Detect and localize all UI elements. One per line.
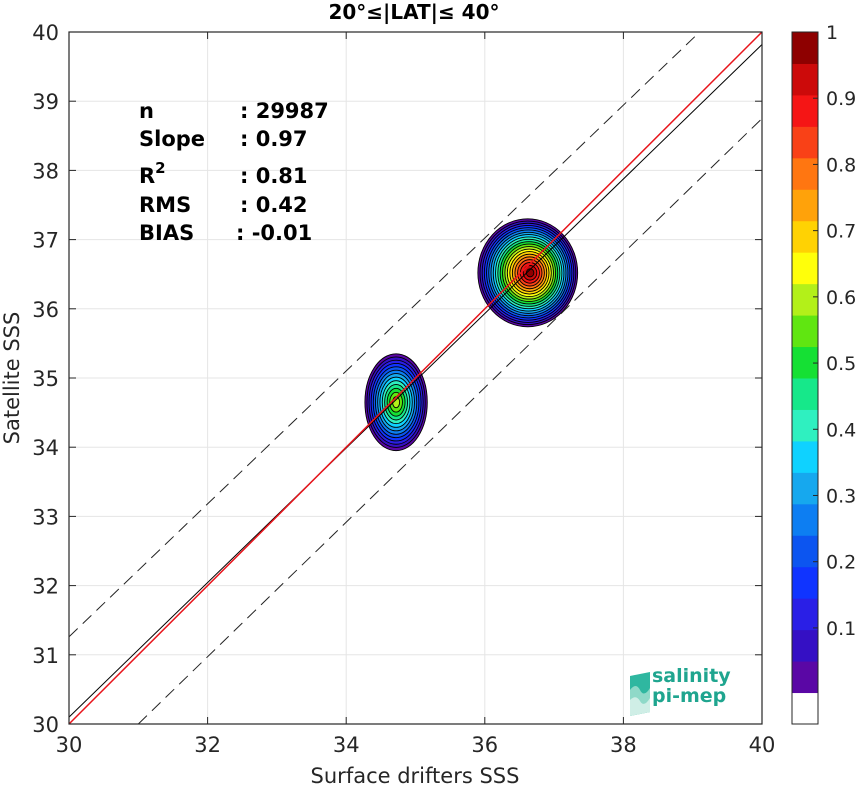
y-tick-label: 31 (32, 644, 59, 668)
stat-label: n (139, 99, 154, 123)
x-tick-label: 40 (749, 733, 776, 757)
colorbar-tick-label: 0.9 (826, 88, 856, 110)
stat-label: R2 (139, 159, 166, 188)
lower-dashed-line (137, 118, 763, 725)
colorbar-segment (792, 189, 818, 222)
colorbar-segment (792, 629, 818, 662)
logo-line-2: pi-mep (652, 685, 727, 707)
colorbar-segment (792, 566, 818, 599)
colorbar-tick-label: 0.8 (826, 154, 856, 176)
x-tick-label: 30 (56, 733, 83, 757)
colorbar-segment (792, 598, 818, 631)
wave-logo-icon (630, 672, 650, 716)
colorbar-segment (792, 409, 818, 442)
colorbar-segment (792, 440, 818, 473)
grid (68, 31, 763, 725)
y-tick-label: 39 (32, 90, 59, 114)
chart-title: 20°≤|LAT|≤ 40° (328, 0, 499, 24)
colorbar-segment (792, 472, 818, 505)
stat-value: : 0.97 (240, 127, 308, 151)
stat-label: RMS (139, 193, 191, 217)
salinity-pi-mep-logo: salinity pi-mep (628, 664, 758, 720)
colorbar-tick-label: 1 (826, 22, 838, 44)
y-axis-label: Satellite SSS (0, 312, 24, 445)
colorbar-segment (792, 283, 818, 316)
y-tick-label: 34 (32, 436, 59, 460)
x-tick-label: 36 (471, 733, 498, 757)
stat-label: BIAS (139, 221, 194, 245)
colorbar-segment (792, 252, 818, 285)
colorbar-segment (792, 535, 818, 568)
upper-dashed-line (68, 31, 700, 638)
stat-value: : 0.81 (240, 164, 308, 188)
colorbar: 0.1 0.2 0.3 0.4 0.5 0.6 0.7 0.8 0.9 1 (791, 22, 856, 725)
statistics-box: n : 29987 Slope : 0.97 R2 : 0.81 RMS : 0.42 BIAS… (139, 99, 329, 245)
x-tick-label: 32 (194, 733, 221, 757)
colorbar-segment (792, 346, 818, 379)
colorbar-segment (792, 63, 818, 96)
colorbar-tick-label: 0.5 (826, 353, 856, 375)
colorbar-segment (792, 220, 818, 253)
stat-value: : -0.01 (236, 221, 312, 245)
logo-text: salinity pi-mep (652, 666, 731, 706)
stat-label: Slope (139, 127, 205, 151)
colorbar-tick-label: 0.3 (826, 485, 856, 507)
colorbar-tick-label: 0.7 (826, 221, 856, 243)
y-tick-label: 36 (32, 298, 59, 322)
x-tick-label: 34 (333, 733, 360, 757)
y-tick-label: 37 (32, 229, 59, 253)
colorbar-tick-label: 0.6 (826, 287, 856, 309)
colorbar-segment (792, 378, 818, 410)
x-axis-label: Surface drifters SSS (311, 764, 520, 786)
x-tick-label: 38 (610, 733, 637, 757)
colorbar-segment (792, 94, 818, 127)
logo-line-1: salinity (652, 665, 731, 687)
colorbar-segment (792, 157, 818, 190)
stat-value: : 0.42 (240, 193, 308, 217)
one-to-one-line (68, 31, 763, 725)
stat-value: : 29987 (240, 99, 329, 123)
y-axis-ticks: 30 31 32 33 34 35 36 37 38 39 40 (32, 21, 762, 737)
colorbar-segment (792, 661, 818, 694)
density-contours (364, 218, 579, 452)
x-axis-ticks: 30 32 34 36 38 40 (56, 32, 776, 757)
colorbar-segment (792, 126, 818, 159)
colorbar-tick-label: 0.2 (826, 552, 856, 574)
y-tick-label: 38 (32, 159, 59, 183)
y-tick-label: 32 (32, 575, 59, 599)
stat-label-superscript: 2 (155, 159, 165, 177)
y-tick-label: 33 (32, 505, 59, 529)
y-tick-label: 35 (32, 367, 59, 391)
y-tick-label: 30 (32, 713, 59, 737)
colorbar-segment (792, 315, 818, 348)
colorbar-segment (792, 32, 818, 64)
colorbar-segment (792, 503, 818, 536)
colorbar-segment (792, 692, 818, 725)
regression-line (68, 44, 763, 718)
colorbar-tick-label: 0.4 (826, 419, 856, 441)
colorbar-tick-label: 0.1 (826, 618, 856, 640)
colorbar-frame (791, 31, 819, 725)
reference-lines (68, 31, 763, 725)
y-tick-label: 40 (32, 21, 59, 45)
